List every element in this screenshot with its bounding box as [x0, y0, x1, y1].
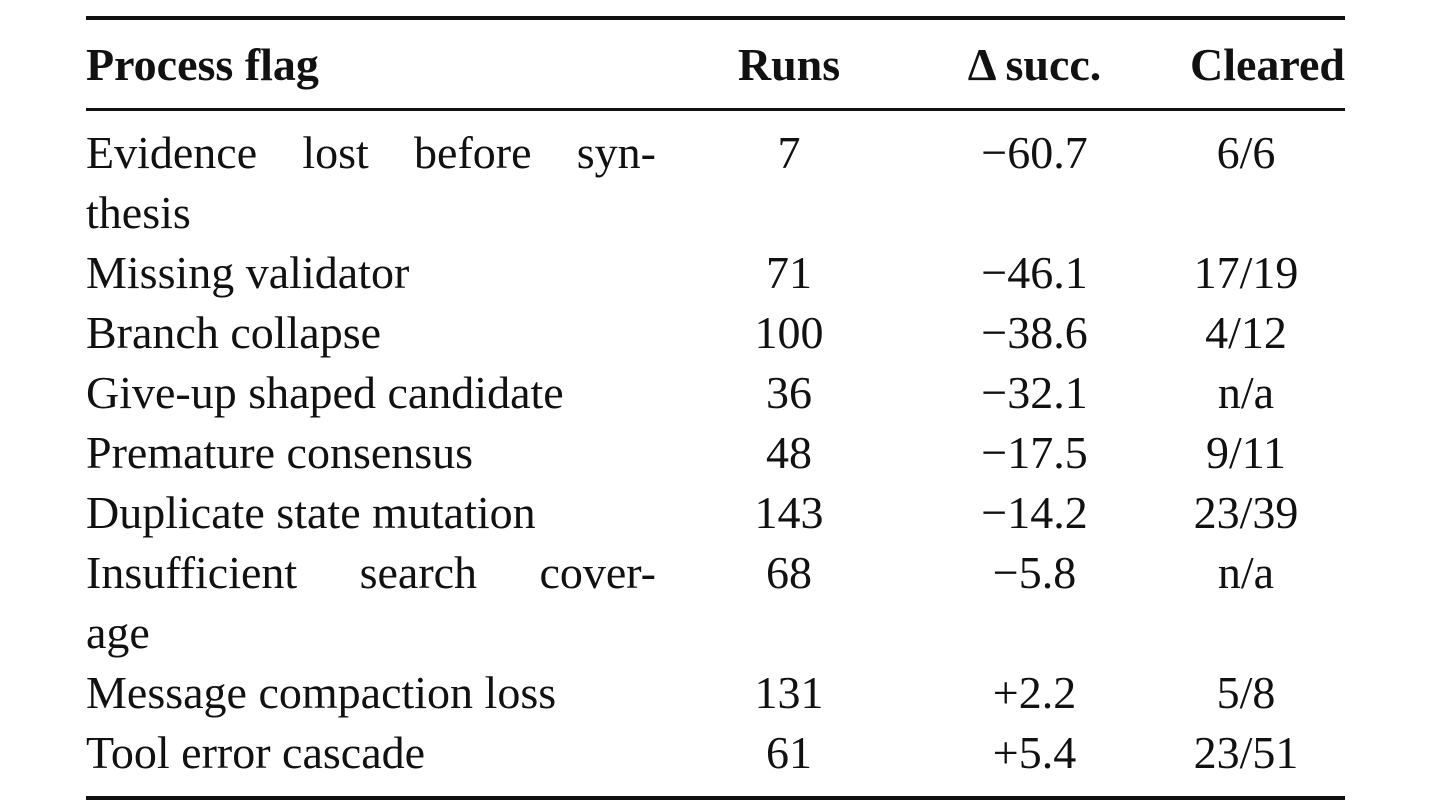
table-row: Message compaction loss 131 +2.2 5/8: [86, 663, 1345, 723]
process-flag-text: age: [86, 607, 150, 658]
cleared-cell: 23/39: [1193, 487, 1299, 538]
delta-success-cell: −46.1: [981, 247, 1088, 298]
process-flag-text: before: [414, 127, 532, 178]
runs-cell: 71: [766, 247, 812, 298]
process-flag-cell: Evidence lost before syn-thesis: [86, 123, 656, 243]
table-row: Tool error cascade 61 +5.4 23/51: [86, 723, 1345, 783]
process-flag-cell: Missing validator: [86, 243, 656, 303]
bottom-rule: [86, 796, 1345, 800]
process-flag-cell: Premature consensus: [86, 423, 656, 483]
delta-success-cell: −38.6: [981, 307, 1088, 358]
runs-cell: 68: [766, 547, 812, 598]
header-runs: Runs: [737, 38, 841, 90]
delta-success-cell: +2.2: [992, 667, 1077, 718]
runs-cell: 131: [754, 667, 824, 718]
table-row: Branch collapse 100 −38.6 4/12: [86, 303, 1345, 363]
delta-success-cell: −17.5: [981, 427, 1088, 478]
runs-cell: 7: [777, 127, 801, 178]
delta-success-cell: −5.8: [992, 547, 1077, 598]
process-flag-text: Duplicate state mutation: [86, 487, 536, 538]
delta-success-cell: −14.2: [981, 487, 1088, 538]
process-flag-text: thesis: [86, 187, 191, 238]
runs-cell: 61: [766, 727, 812, 778]
header-cleared: Cleared: [1189, 38, 1345, 90]
process-flag-text: Message compaction loss: [86, 667, 557, 718]
cleared-cell: n/a: [1217, 547, 1275, 598]
process-flag-cell: Give-up shaped candidate: [86, 363, 656, 423]
process-flag-text: Branch collapse: [86, 307, 382, 358]
process-flag-text: Insufficient: [86, 547, 298, 598]
runs-cell: 143: [754, 487, 824, 538]
process-flag-text: Evidence: [86, 127, 258, 178]
process-flag-text: lost: [302, 127, 369, 178]
header-rule: [86, 108, 1345, 111]
delta-success-cell: −32.1: [981, 367, 1088, 418]
cleared-cell: 17/19: [1193, 247, 1299, 298]
results-table: Process flag Runs Δ succ. Cleared Eviden…: [86, 16, 1345, 800]
table-row: Insufficient search cover-age 68 −5.8 n/a: [86, 543, 1345, 663]
runs-cell: 48: [766, 427, 812, 478]
process-flag-text: search: [359, 547, 478, 598]
process-flag-text: cover-: [539, 547, 656, 598]
process-flag-text: Missing validator: [86, 247, 410, 298]
runs-cell: 100: [754, 307, 824, 358]
table-row: Duplicate state mutation 143 −14.2 23/39: [86, 483, 1345, 543]
top-rule: [86, 16, 1345, 20]
process-flag-cell: Insufficient search cover-age: [86, 543, 656, 663]
cleared-cell: n/a: [1217, 367, 1275, 418]
header-delta-success: Δ succ.: [967, 38, 1102, 90]
process-flag-text: syn-: [576, 127, 656, 178]
process-flag-text: Premature consensus: [86, 427, 474, 478]
process-flag-text: Tool error cascade: [86, 727, 426, 778]
cleared-cell: 9/11: [1205, 427, 1287, 478]
cleared-cell: 5/8: [1216, 667, 1276, 718]
process-flag-table: Process flag Runs Δ succ. Cleared: [86, 20, 1345, 108]
header-row: Process flag Runs Δ succ. Cleared: [86, 20, 1345, 108]
process-flag-cell: Duplicate state mutation: [86, 483, 656, 543]
cleared-cell: 23/51: [1193, 727, 1299, 778]
process-flag-cell: Branch collapse: [86, 303, 656, 363]
process-flag-cell: Tool error cascade: [86, 723, 656, 783]
process-flag-cell: Message compaction loss: [86, 663, 656, 723]
process-flag-text: Give-up shaped candidate: [86, 367, 564, 418]
header-process-flag: Process flag: [86, 38, 319, 90]
delta-success-cell: −60.7: [981, 127, 1088, 178]
runs-cell: 36: [766, 367, 812, 418]
table-row: Evidence lost before syn-thesis 7 −60.7 6/6: [86, 123, 1345, 243]
delta-success-cell: +5.4: [992, 727, 1077, 778]
table-row: Missing validator 71 −46.1 17/19: [86, 243, 1345, 303]
table-row: Give-up shaped candidate 36 −32.1 n/a: [86, 363, 1345, 423]
cleared-cell: 4/12: [1205, 307, 1287, 358]
cleared-cell: 6/6: [1216, 127, 1276, 178]
table-row: Premature consensus 48 −17.5 9/11: [86, 423, 1345, 483]
process-flag-body: Evidence lost before syn-thesis 7 −60.7 6/6 Mis…: [86, 123, 1345, 783]
